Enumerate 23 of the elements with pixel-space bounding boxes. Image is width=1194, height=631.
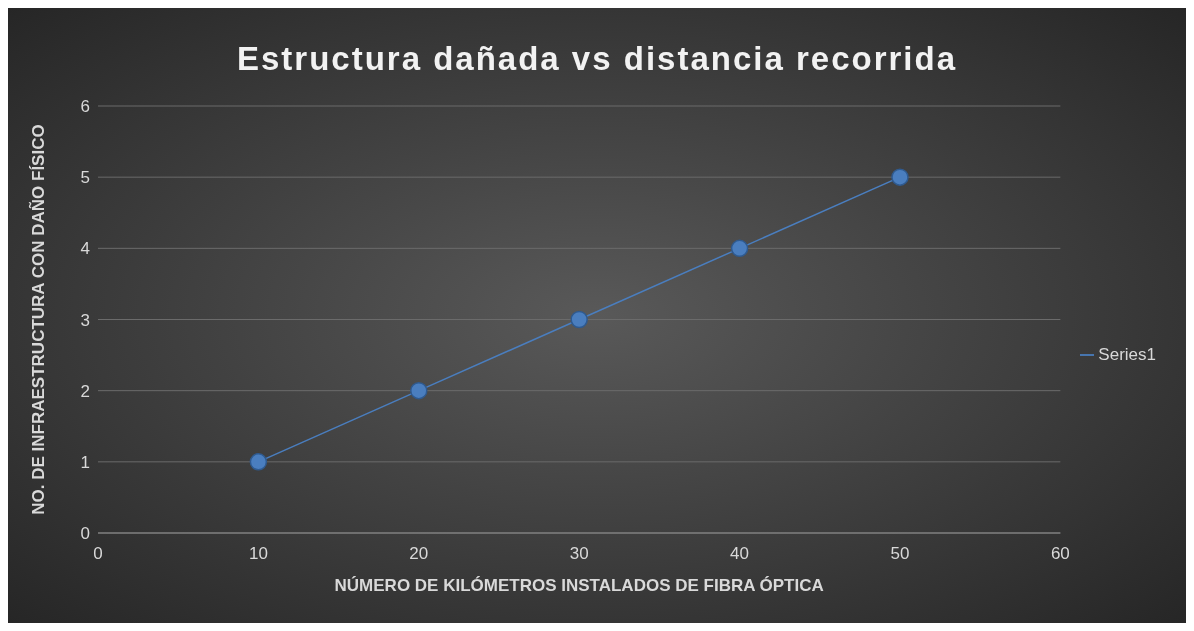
x-tick-label: 50	[890, 544, 910, 564]
x-tick-label: 30	[569, 544, 589, 564]
y-tick-label: 5	[80, 168, 90, 188]
legend-label: Series1	[1098, 344, 1156, 364]
y-tick-label: 0	[80, 524, 90, 544]
point	[249, 453, 268, 471]
y-tick-label: 3	[80, 310, 90, 330]
x-tick-label: 40	[730, 544, 750, 564]
x-tick-label: 10	[248, 544, 268, 564]
point	[730, 239, 749, 258]
chart-title: Estructura dañada vs distancia recorrida	[235, 39, 959, 79]
y-tick-label: 2	[80, 381, 90, 401]
point	[891, 168, 909, 186]
point	[410, 381, 428, 400]
y-tick-label: 4	[80, 239, 90, 259]
y-axis-title: NO. DE INFRAESTRUCTURA CON DAÑO FÍSICO	[28, 124, 49, 515]
x-axis-title: NÚMERO DE KILÓMETROS INSTALADOS DE FIBRA ÓPTICA	[334, 576, 824, 595]
x-tick-label: 20	[409, 544, 429, 564]
x-tick-label: 60	[1050, 544, 1070, 564]
x-tick-label: 0	[93, 544, 103, 564]
y-tick-label: 1	[80, 452, 90, 472]
point	[570, 310, 588, 329]
y-tick-label: 6	[80, 97, 90, 117]
